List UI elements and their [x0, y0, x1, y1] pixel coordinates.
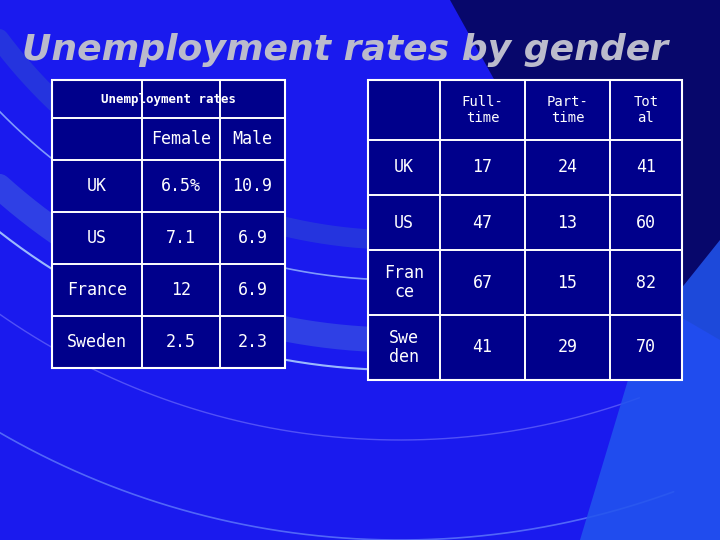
Bar [52, 80, 285, 368]
Bar [368, 140, 440, 195]
Bar [52, 212, 142, 264]
Text: 41: 41 [636, 159, 656, 177]
Bar [368, 80, 682, 380]
Text: 41: 41 [472, 339, 492, 356]
Text: 47: 47 [472, 213, 492, 232]
Text: 70: 70 [636, 339, 656, 356]
Bar [220, 80, 285, 118]
Bar [610, 315, 682, 380]
Text: 2.3: 2.3 [238, 333, 268, 351]
Bar [440, 80, 525, 140]
Text: 13: 13 [557, 213, 577, 232]
Bar [525, 80, 610, 140]
Bar [525, 315, 610, 380]
Text: UK: UK [87, 177, 107, 195]
Bar [368, 315, 440, 380]
Text: Swe
den: Swe den [389, 329, 419, 366]
Text: 6.5%: 6.5% [161, 177, 201, 195]
Bar [610, 195, 682, 250]
Bar [220, 212, 285, 264]
Text: 6.9: 6.9 [238, 281, 268, 299]
Text: France: France [67, 281, 127, 299]
Bar [610, 140, 682, 195]
Bar [52, 264, 142, 316]
Text: Unemployment rates: Unemployment rates [101, 92, 236, 105]
Text: Part-
time: Part- time [546, 96, 588, 125]
Text: 10.9: 10.9 [233, 177, 272, 195]
Text: US: US [394, 213, 414, 232]
Bar [142, 212, 220, 264]
Bar [440, 140, 525, 195]
Text: 82: 82 [636, 273, 656, 292]
Text: 67: 67 [472, 273, 492, 292]
Text: 60: 60 [636, 213, 656, 232]
Text: US: US [87, 229, 107, 247]
Bar [52, 316, 142, 368]
Text: Female: Female [151, 130, 211, 148]
Text: 12: 12 [171, 281, 191, 299]
Text: 6.9: 6.9 [238, 229, 268, 247]
Bar [220, 160, 285, 212]
Text: UK: UK [394, 159, 414, 177]
Text: 17: 17 [472, 159, 492, 177]
Text: Full-
time: Full- time [462, 96, 503, 125]
Text: Sweden: Sweden [67, 333, 127, 351]
Text: 2.5: 2.5 [166, 333, 196, 351]
Text: Unemployment rates by gender: Unemployment rates by gender [22, 33, 668, 67]
Text: 7.1: 7.1 [166, 229, 196, 247]
Bar [440, 315, 525, 380]
Bar [142, 118, 220, 160]
Bar [220, 316, 285, 368]
Bar [610, 250, 682, 315]
Bar [368, 195, 440, 250]
Text: Tot
al: Tot al [634, 96, 659, 125]
Bar [610, 80, 682, 140]
Bar [525, 140, 610, 195]
Text: 24: 24 [557, 159, 577, 177]
Text: Fran
ce: Fran ce [384, 264, 424, 301]
Polygon shape [450, 0, 720, 340]
Bar [142, 264, 220, 316]
Bar [220, 264, 285, 316]
Bar [525, 195, 610, 250]
Bar [142, 316, 220, 368]
Text: 15: 15 [557, 273, 577, 292]
Bar [525, 250, 610, 315]
Bar [440, 250, 525, 315]
Bar [220, 118, 285, 160]
Bar [440, 195, 525, 250]
Bar [142, 80, 220, 118]
Bar [52, 118, 142, 160]
Polygon shape [580, 240, 720, 540]
Text: Male: Male [233, 130, 272, 148]
Bar [52, 160, 142, 212]
Bar [368, 80, 440, 140]
Bar [52, 80, 142, 118]
Bar [142, 160, 220, 212]
Text: 29: 29 [557, 339, 577, 356]
Bar [368, 250, 440, 315]
